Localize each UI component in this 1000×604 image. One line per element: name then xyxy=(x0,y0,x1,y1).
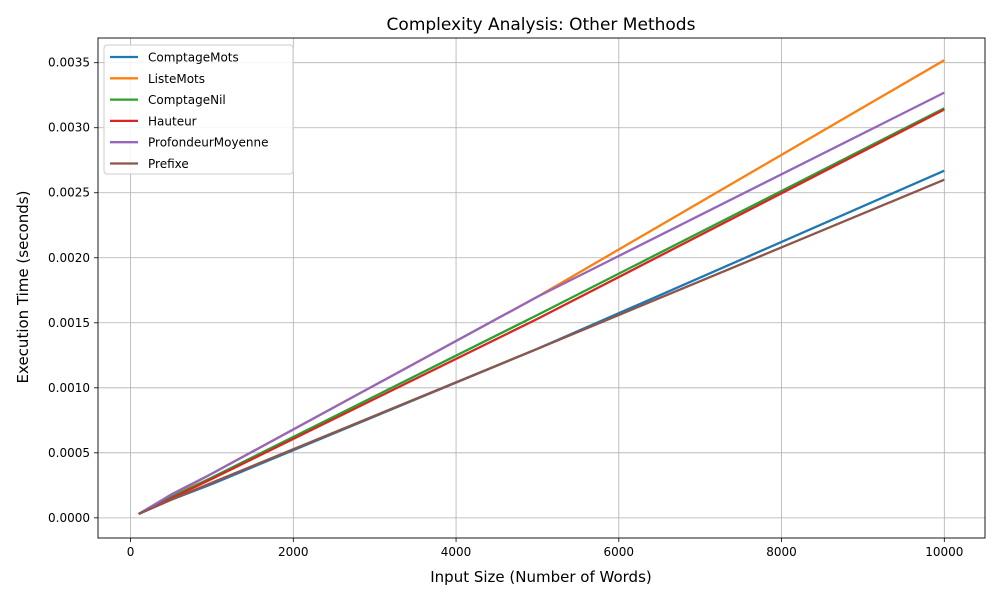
y-tick-label: 0.0015 xyxy=(48,316,90,330)
x-tick-label: 6000 xyxy=(604,545,635,559)
y-tick-label: 0.0025 xyxy=(48,186,90,200)
x-axis-label: Input Size (Number of Words) xyxy=(430,568,652,586)
y-tick-label: 0.0020 xyxy=(48,251,90,265)
y-tick-label: 0.0005 xyxy=(48,446,90,460)
axes xyxy=(97,37,986,539)
legend-label: Prefixe xyxy=(148,157,189,171)
legend: ComptageMots ListeMots ComptageNil Hauteur P… xyxy=(103,44,294,175)
series-line-profondeurmoyenne xyxy=(138,91,945,515)
x-tick-label: 4000 xyxy=(441,545,472,559)
x-tick-label: 0 xyxy=(127,545,135,559)
legend-label: ComptageNil xyxy=(148,93,226,107)
series-line-prefixe xyxy=(138,178,945,515)
x-tick-label: 8000 xyxy=(766,545,797,559)
y-tick-label: 0.0010 xyxy=(48,381,90,395)
legend-label: ComptageMots xyxy=(148,51,239,65)
x-tick-label: 2000 xyxy=(278,545,309,559)
y-tick-label: 0.0035 xyxy=(48,56,90,70)
legend-label: ListeMots xyxy=(148,72,205,86)
plot-frame xyxy=(97,37,986,539)
grid xyxy=(98,38,985,538)
legend-label: Hauteur xyxy=(148,114,197,128)
legend-box xyxy=(103,44,294,175)
legend-label: ProfondeurMoyenne xyxy=(148,136,269,150)
chart-title: Complexity Analysis: Other Methods xyxy=(387,15,696,35)
x-axis-ticks: 0 2000 4000 6000 8000 10000 xyxy=(127,538,963,559)
y-axis-label: Execution Time (seconds) xyxy=(14,191,32,384)
x-tick-label: 10000 xyxy=(925,545,963,559)
y-tick-label: 0.0000 xyxy=(48,511,90,525)
y-axis-ticks: 0.0000 0.0005 0.0010 0.0015 0.0020 0.0025 0.00… xyxy=(48,56,98,525)
y-tick-label: 0.0030 xyxy=(48,121,90,135)
series-lines xyxy=(138,59,945,515)
